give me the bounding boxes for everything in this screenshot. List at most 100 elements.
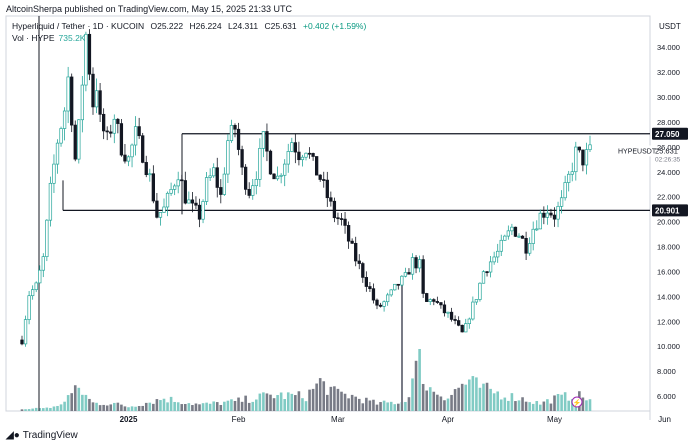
- volume-bar: [173, 401, 176, 411]
- volume-bar: [191, 405, 194, 411]
- candle: [251, 185, 255, 196]
- volume-bar: [233, 400, 237, 411]
- candle: [215, 167, 219, 188]
- volume-bar: [166, 402, 169, 411]
- candle: [481, 271, 486, 284]
- candle: [574, 146, 578, 173]
- candle: [38, 269, 42, 284]
- candle: [407, 272, 411, 275]
- candle: [339, 218, 344, 220]
- candle: [45, 219, 49, 257]
- volume-bar: [421, 383, 425, 411]
- volume-bar: [503, 397, 507, 411]
- volume-bar: [31, 408, 34, 411]
- volume-bar: [184, 404, 187, 411]
- candle: [126, 156, 131, 162]
- currency-label[interactable]: USDT: [659, 22, 681, 31]
- candle: [552, 214, 557, 220]
- volume-bar: [397, 403, 400, 411]
- candle: [485, 271, 489, 274]
- candle: [101, 113, 106, 132]
- volume-bar: [524, 401, 528, 411]
- volume-bar: [73, 385, 77, 411]
- volume-bar: [393, 404, 397, 411]
- candle: [130, 144, 134, 158]
- candle: [141, 135, 145, 163]
- publisher-line: AltcoinSherpa published on TradingView.c…: [6, 4, 293, 14]
- candle: [109, 131, 113, 134]
- candle: [31, 289, 35, 297]
- x-tick-label: May: [547, 415, 562, 424]
- candle: [20, 339, 24, 345]
- candle: [84, 33, 88, 86]
- candle: [201, 201, 205, 220]
- volume-bar: [585, 400, 588, 411]
- volume-bar: [439, 396, 443, 411]
- volume-bar: [301, 398, 304, 411]
- volume-bar: [169, 396, 173, 411]
- candle: [432, 299, 436, 302]
- candle: [361, 263, 365, 278]
- candle: [563, 182, 567, 199]
- candle: [478, 282, 482, 300]
- volume-bar: [152, 403, 155, 411]
- brand-label: TradingView: [22, 430, 78, 441]
- volume-bar: [496, 391, 499, 411]
- volume-bar: [109, 404, 113, 411]
- volume-bar: [56, 405, 59, 411]
- volume-bar: [350, 394, 354, 411]
- candle: [527, 243, 532, 254]
- volume-bar: [407, 397, 411, 411]
- y-tick-label: 12.000: [657, 317, 680, 326]
- volume-bar: [130, 406, 134, 411]
- candle: [87, 33, 92, 75]
- volume-bar: [208, 403, 212, 411]
- volume-bar: [205, 402, 208, 411]
- candle: [421, 259, 425, 294]
- candle: [70, 76, 74, 126]
- volume-bar: [66, 395, 70, 411]
- volume-bar: [432, 391, 436, 411]
- volume-bar: [365, 397, 368, 411]
- volume-bar: [304, 401, 308, 411]
- candle: [378, 304, 383, 307]
- candle: [396, 283, 400, 286]
- candle: [233, 125, 237, 130]
- volume-bar: [343, 393, 347, 411]
- candle: [556, 205, 560, 220]
- volume-bar: [272, 398, 276, 411]
- volume-bar: [49, 407, 52, 411]
- candle: [474, 299, 479, 303]
- candle: [77, 119, 81, 160]
- candle: [190, 199, 195, 204]
- volume-bar: [308, 389, 311, 411]
- volume-bar: [20, 409, 24, 411]
- candle: [162, 206, 166, 213]
- volume-bar: [144, 402, 148, 411]
- volume-bar: [492, 393, 496, 411]
- candle: [503, 235, 507, 241]
- candle: [488, 261, 493, 273]
- candle: [123, 154, 127, 162]
- volume-bar: [88, 398, 91, 411]
- candle: [116, 118, 120, 124]
- candle: [446, 311, 450, 314]
- candle: [304, 152, 308, 158]
- volume-label[interactable]: Vol · HYPE: [12, 33, 55, 43]
- candle: [219, 187, 223, 195]
- candle: [272, 173, 276, 180]
- y-tick-label: 22.000: [657, 193, 680, 202]
- candle: [222, 173, 227, 195]
- volume-bar: [63, 401, 66, 411]
- y-tick-label: 10.000: [657, 342, 680, 351]
- candle: [155, 200, 159, 218]
- high-value: H26.224: [189, 21, 222, 31]
- candle: [119, 123, 124, 156]
- volume-bar: [475, 377, 478, 411]
- symbol-title[interactable]: Hyperliquid / Tether · 1D · KUCOIN: [12, 21, 145, 31]
- y-tick-label: 6.000: [657, 392, 676, 401]
- candle: [350, 240, 354, 244]
- volume-bar: [581, 397, 585, 411]
- volume-bar: [457, 387, 460, 411]
